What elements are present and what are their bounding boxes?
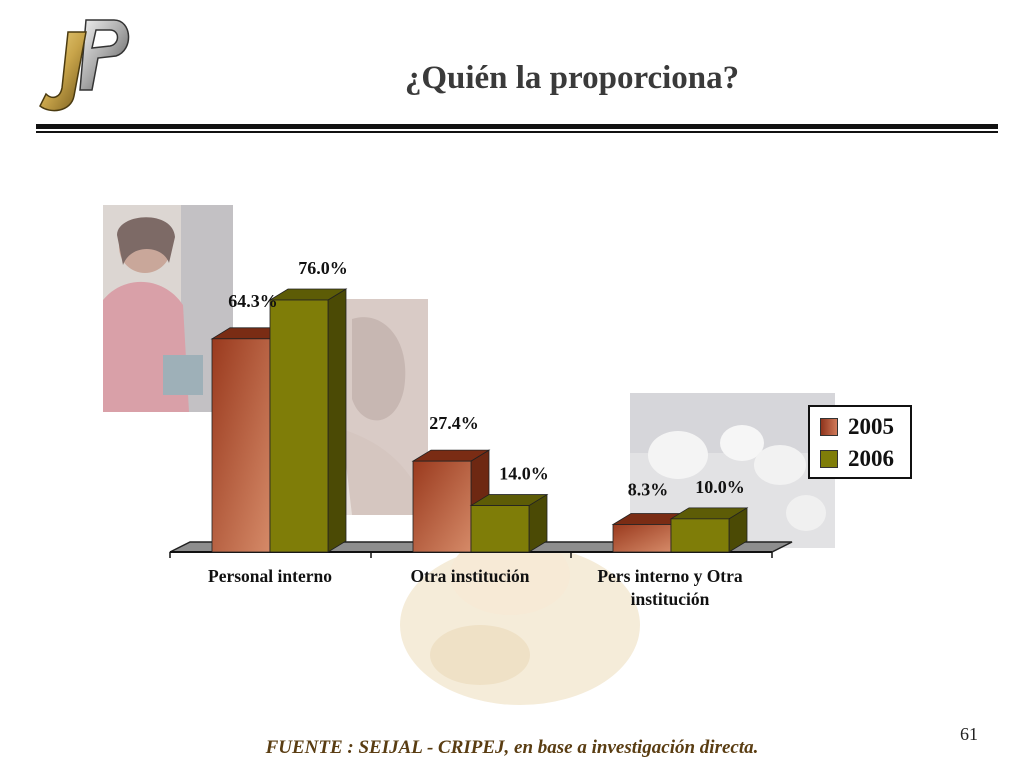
chart-category-labels: Personal interno Otra institución Pers int… (208, 566, 743, 609)
data-label-2005-1: 27.4% (429, 413, 479, 433)
legend-item-2005: 2005 (820, 411, 910, 443)
legend-swatch-2005 (820, 418, 838, 436)
logo-p-shape (79, 19, 130, 91)
header-rule-thick (36, 124, 998, 129)
data-label-2006-1: 14.0% (499, 464, 549, 484)
chart-bars (210, 288, 749, 553)
data-label-2005-2: 8.3% (628, 479, 669, 499)
category-label-2: institución (631, 589, 710, 609)
bar-2006-0 (268, 288, 348, 553)
bar-2006-1 (469, 493, 549, 553)
bar-2006-2 (669, 507, 749, 553)
legend-label-2006: 2006 (848, 446, 894, 471)
bar-front (670, 518, 730, 553)
chart-legend: 2005 2006 (808, 405, 912, 479)
bar-front (470, 505, 530, 553)
logo-j-shape (39, 31, 87, 112)
data-label-2005-0: 64.3% (228, 291, 278, 311)
page-number: 61 (960, 724, 978, 744)
slide-title: ¿Quién la proporciona? (404, 60, 740, 96)
background-figure (400, 535, 640, 705)
category-label-0: Personal interno (208, 566, 332, 586)
bar-front (211, 338, 271, 553)
bar-side (327, 288, 347, 553)
data-label-2006-2: 10.0% (695, 477, 745, 497)
data-label-2006-0: 76.0% (298, 258, 348, 278)
source-note: FUENTE : SEIJAL - CRIPEJ, en base a inve… (265, 737, 759, 758)
header-rule-thin (36, 131, 998, 133)
legend-swatch-2006 (820, 450, 838, 468)
jp-logo (39, 19, 130, 112)
bar-front (612, 524, 672, 553)
bar-front (412, 460, 472, 553)
bar-front (269, 299, 329, 553)
background-photo-girl (103, 205, 233, 412)
category-label-1: Otra institución (410, 566, 529, 586)
category-label-2: Pers interno y Otra (597, 566, 743, 586)
legend-item-2006: 2006 (820, 443, 910, 475)
legend-label-2005: 2005 (848, 414, 894, 439)
chart-data-labels: 64.3% 76.0% 27.4% 14.0% 8.3% 10.0% (228, 258, 745, 499)
